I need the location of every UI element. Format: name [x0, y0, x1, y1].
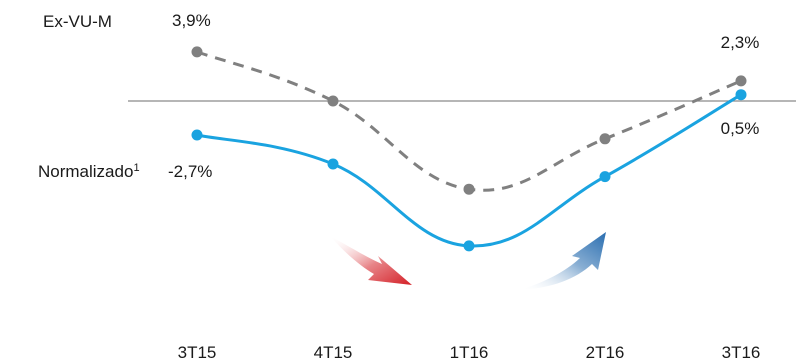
data-point: [191, 46, 203, 58]
value-label: -2,7%: [168, 162, 212, 181]
series-normalizado: [191, 89, 747, 252]
data-point: [327, 158, 339, 170]
series-ex-vu-m: [191, 46, 747, 195]
value-label: 2,3%: [721, 33, 760, 52]
data-point: [327, 95, 339, 107]
data-point: [735, 75, 747, 87]
series-name-normalizado: Normalizado1: [38, 162, 140, 181]
down-arrow-shape: [330, 236, 412, 285]
x-tick-label: 4T15: [314, 343, 353, 361]
x-tick-label: 2T16: [586, 343, 625, 361]
x-tick-label: 3T16: [722, 343, 761, 361]
footnote-marker: 1: [133, 162, 139, 174]
trend-arrow-down: [330, 236, 412, 285]
data-point: [463, 183, 475, 195]
value-label: 3,9%: [172, 11, 211, 30]
data-point: [599, 133, 611, 145]
up-arrow-shape: [520, 232, 606, 290]
data-point: [463, 240, 475, 252]
data-point: [191, 129, 203, 141]
series-name-ex-vu-m: Ex-VU-M: [43, 12, 112, 31]
trend-arrow-up: [520, 232, 606, 290]
x-tick-label: 3T15: [178, 343, 217, 361]
value-label: 0,5%: [721, 119, 760, 138]
x-tick-label: 1T16: [450, 343, 489, 361]
data-point: [599, 171, 611, 183]
series-line: [196, 50, 742, 192]
data-point: [735, 89, 747, 101]
